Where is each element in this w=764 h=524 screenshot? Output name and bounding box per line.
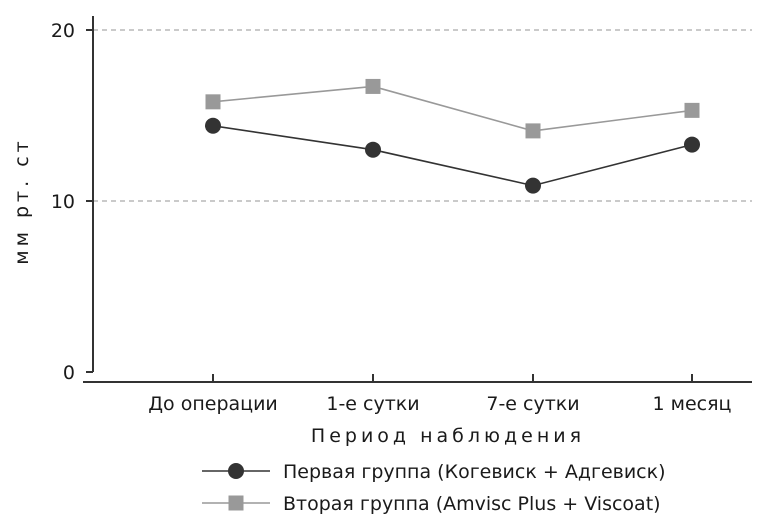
y-tick-label: 10 xyxy=(51,191,75,213)
legend-label: Первая группа (Когевиск + Адгевиск) xyxy=(283,461,666,483)
series-1 xyxy=(205,117,700,194)
data-point xyxy=(365,141,381,158)
y-tick-labels: 0 10 20 xyxy=(51,20,93,384)
data-point xyxy=(365,78,381,94)
legend: Первая группа (Когевиск + Адгевиск) Втора… xyxy=(202,461,666,515)
x-tick-label: До операции xyxy=(148,393,278,415)
data-point xyxy=(525,123,541,139)
legend-marker xyxy=(228,463,244,479)
y-tick-label: 20 xyxy=(51,20,75,42)
data-point xyxy=(205,117,221,134)
legend-item-1: Первая группа (Когевиск + Адгевиск) xyxy=(202,461,666,483)
x-tick-labels: До операции 1-е сутки 7-е сутки 1 месяц xyxy=(148,374,732,415)
x-tick-label: 1 месяц xyxy=(653,393,732,415)
y-tick-label: 0 xyxy=(63,362,75,384)
axes xyxy=(83,16,752,383)
series-line xyxy=(212,125,693,187)
legend-marker xyxy=(228,495,244,511)
data-point xyxy=(684,102,700,118)
x-tick-label: 7-е сутки xyxy=(486,393,579,415)
x-tick-label: 1-е сутки xyxy=(326,393,419,415)
gridlines xyxy=(93,29,752,202)
data-point xyxy=(684,136,700,153)
series-line xyxy=(212,85,693,132)
data-series xyxy=(205,78,700,194)
y-axis-title: мм рт. ст xyxy=(11,137,33,264)
legend-item-2: Вторая группа (Amvisc Plus + Viscoat) xyxy=(202,493,661,515)
data-point xyxy=(205,94,221,110)
x-axis-title: Период наблюдения xyxy=(311,425,585,447)
legend-label: Вторая группа (Amvisc Plus + Viscoat) xyxy=(283,493,661,515)
series-2 xyxy=(205,78,700,139)
data-point xyxy=(525,177,541,194)
